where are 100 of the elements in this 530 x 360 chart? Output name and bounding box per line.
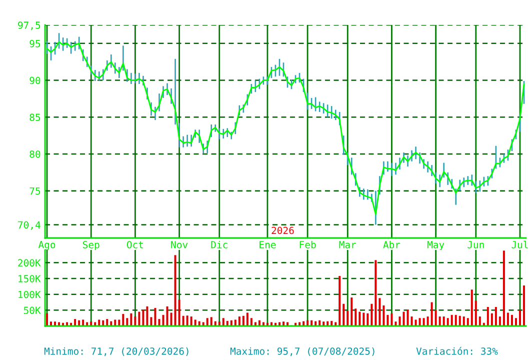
bar bbox=[286, 322, 289, 326]
y-tick-label: 75 bbox=[30, 187, 40, 195]
bar bbox=[406, 310, 409, 326]
bar bbox=[58, 322, 60, 326]
y-tick-label: 90 bbox=[30, 76, 40, 84]
bar bbox=[114, 320, 116, 326]
bar bbox=[506, 312, 509, 326]
bar bbox=[510, 314, 513, 326]
bar bbox=[446, 318, 449, 326]
bar bbox=[122, 314, 124, 326]
y-tick-label: 80 bbox=[30, 150, 40, 158]
bar bbox=[502, 250, 505, 326]
bar bbox=[398, 316, 401, 326]
bar bbox=[514, 318, 517, 326]
y-tick-label: 97,5 bbox=[18, 22, 40, 30]
bar bbox=[150, 317, 152, 326]
bar bbox=[498, 316, 501, 326]
bar bbox=[130, 313, 132, 326]
bar bbox=[242, 316, 244, 326]
bar bbox=[402, 312, 405, 326]
bar bbox=[334, 322, 337, 326]
x-tick-label: Nov bbox=[171, 241, 188, 248]
bar bbox=[222, 318, 224, 326]
y-tick-label: 200K bbox=[18, 259, 41, 267]
y-tick-label: 50K bbox=[24, 306, 41, 314]
bar bbox=[158, 319, 160, 326]
bar bbox=[262, 322, 264, 326]
bar bbox=[430, 302, 433, 326]
x-tick-label: Jul bbox=[512, 240, 528, 248]
bar bbox=[254, 322, 256, 326]
bar bbox=[442, 316, 445, 326]
bar bbox=[362, 312, 365, 326]
bar bbox=[74, 319, 76, 326]
line-series bbox=[46, 41, 525, 216]
bar bbox=[438, 316, 441, 326]
text: Minimo: 71,7 (20/03/2026) bbox=[44, 347, 188, 356]
x-tick-label: Jun bbox=[468, 241, 484, 248]
bar bbox=[454, 314, 457, 326]
bar bbox=[46, 313, 48, 326]
bar bbox=[154, 308, 156, 326]
y-tick-label: 85 bbox=[30, 114, 40, 121]
bar bbox=[346, 310, 349, 326]
bar bbox=[106, 319, 108, 326]
x-tick-label: Oct bbox=[126, 241, 144, 248]
bar bbox=[518, 310, 521, 326]
bar bbox=[490, 313, 493, 326]
bar bbox=[458, 316, 461, 326]
bar bbox=[486, 307, 489, 326]
bar bbox=[478, 316, 481, 326]
bar bbox=[126, 318, 128, 326]
x-tick-label: Mar bbox=[339, 241, 356, 248]
bar bbox=[414, 320, 417, 326]
bar bbox=[202, 322, 204, 326]
y-tick-label: 70,4 bbox=[18, 221, 40, 230]
x-tick-label: Dic bbox=[211, 240, 228, 248]
bar bbox=[138, 312, 140, 326]
x-tick-label: May bbox=[427, 241, 444, 250]
bar bbox=[146, 306, 148, 326]
x-tick-label: Feb bbox=[300, 240, 316, 248]
bar bbox=[142, 310, 144, 326]
bar bbox=[410, 316, 413, 326]
bar bbox=[86, 322, 88, 326]
bar bbox=[246, 312, 248, 326]
bar bbox=[466, 318, 469, 326]
bar bbox=[238, 316, 240, 326]
annotation: 2026 bbox=[272, 226, 294, 234]
bar bbox=[366, 313, 369, 326]
bar bbox=[270, 322, 272, 326]
bar bbox=[338, 276, 341, 326]
bar bbox=[378, 298, 381, 326]
bar bbox=[166, 306, 168, 326]
bar bbox=[450, 314, 453, 326]
bar bbox=[370, 304, 373, 326]
bar bbox=[194, 320, 196, 326]
bar bbox=[134, 316, 136, 326]
bar bbox=[98, 320, 100, 326]
x-tick-label: Sep bbox=[82, 241, 100, 250]
bar bbox=[494, 307, 497, 326]
bar bbox=[474, 300, 477, 326]
bar bbox=[186, 316, 188, 326]
bar bbox=[470, 290, 473, 326]
text: Maximo: 95,7 (07/08/2025) bbox=[230, 347, 374, 356]
bar bbox=[66, 322, 68, 326]
y-tick-label: 150K bbox=[18, 275, 41, 282]
bar bbox=[298, 322, 301, 326]
x-tick-label: Ago bbox=[38, 241, 56, 250]
text: Variación: 33% bbox=[416, 346, 498, 355]
bar bbox=[82, 320, 84, 326]
bar bbox=[162, 314, 164, 326]
bar bbox=[234, 320, 236, 326]
bar bbox=[522, 285, 525, 326]
bar bbox=[374, 260, 377, 326]
bar bbox=[250, 318, 252, 326]
bar bbox=[178, 300, 180, 326]
bar bbox=[342, 304, 345, 326]
x-tick-label: Abr bbox=[383, 240, 400, 248]
bar bbox=[174, 255, 176, 326]
bar bbox=[422, 318, 425, 326]
bar bbox=[434, 310, 437, 326]
y-tick-label: 95 bbox=[30, 40, 40, 48]
